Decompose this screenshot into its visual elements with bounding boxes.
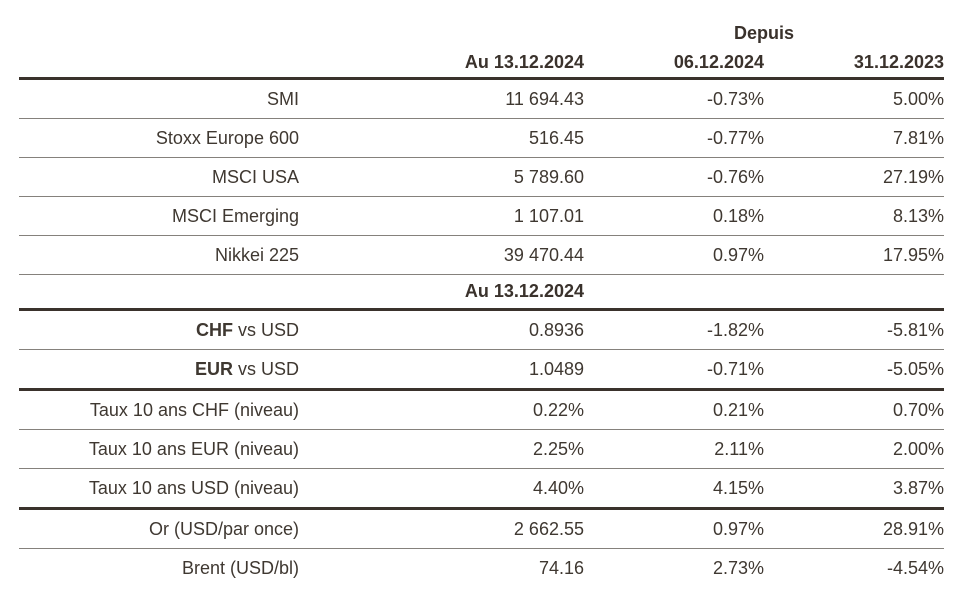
table-row-nikkei: Nikkei 225 39 470.44 0.97% 17.95%	[19, 235, 945, 275]
table-row-msci-usa: MSCI USA 5 789.60 -0.76% 27.19%	[19, 157, 945, 197]
row-change-ytd: -5.81%	[764, 309, 945, 350]
row-change-ytd: 2.00%	[764, 429, 945, 469]
table-row-eur-usd: EUR vs USD 1.0489 -0.71% -5.05%	[19, 349, 945, 391]
empty-cell	[764, 274, 945, 311]
currency-pair-rest: vs USD	[237, 319, 299, 340]
row-label: Nikkei 225	[19, 235, 299, 275]
row-change-week: 0.97%	[584, 508, 764, 549]
table-row-rate-chf: Taux 10 ans CHF (niveau) 0.22% 0.21% 0.7…	[19, 389, 945, 430]
row-change-ytd: -4.54%	[886, 557, 945, 578]
row-change-ytd: 28.91%	[764, 508, 945, 549]
depuis-header: Depuis	[734, 23, 795, 43]
empty-cell	[584, 274, 764, 311]
row-label: Taux 10 ans EUR (niveau)	[19, 429, 299, 469]
row-label: Or (USD/par once)	[19, 508, 299, 549]
row-value: 74.16	[538, 557, 584, 578]
table-row-rate-eur: Taux 10 ans EUR (niveau) 2.25% 2.11% 2.0…	[19, 429, 945, 469]
row-label: Brent (USD/bl)	[181, 557, 299, 578]
row-value: 0.22%	[299, 389, 584, 430]
row-value: 2 662.55	[299, 508, 584, 549]
table-row-stoxx: Stoxx Europe 600 516.45 -0.77% 7.81%	[19, 118, 945, 158]
row-change-week: -1.82%	[584, 309, 764, 350]
row-value: 11 694.43	[299, 78, 584, 119]
source-note: Source: LSEG Datastream	[67, 594, 963, 596]
col-header-ytd: 31.12.2023	[764, 47, 945, 80]
row-value: 5 789.60	[299, 157, 584, 197]
empty-cell	[19, 8, 299, 47]
row-value: 4.40%	[299, 468, 584, 510]
row-change-week: -0.77%	[584, 118, 764, 158]
row-label: MSCI USA	[19, 157, 299, 197]
table-row-chf-usd: CHF vs USD 0.8936 -1.82% -5.81%	[19, 309, 945, 350]
row-label: SMI	[19, 78, 299, 119]
row-label: EUR vs USD	[19, 349, 299, 391]
row-change-ytd: 8.13%	[764, 196, 945, 236]
row-value: 0.8936	[299, 309, 584, 350]
header-row-dates: Au 13.12.2024 06.12.2024 31.12.2023	[19, 47, 945, 80]
currency-pair-rest: vs USD	[237, 358, 299, 379]
row-label: MSCI Emerging	[19, 196, 299, 236]
row-change-week: -0.71%	[584, 349, 764, 391]
row-change-week: 2.11%	[584, 429, 764, 469]
row-change-ytd: 3.87%	[764, 468, 945, 510]
market-data-table: Depuis Au 13.12.2024 06.12.2024 31.12.20…	[19, 8, 945, 588]
row-change-week: 4.15%	[584, 468, 764, 510]
section-header-row: Au 13.12.2024	[19, 274, 945, 311]
empty-cell	[19, 47, 299, 80]
row-change-ytd: 17.95%	[764, 235, 945, 275]
col-header-week: 06.12.2024	[584, 47, 764, 80]
row-change-week: -0.73%	[584, 78, 764, 119]
row-label: CHF vs USD	[19, 309, 299, 350]
row-change-ytd: -5.05%	[764, 349, 945, 391]
row-value: 516.45	[299, 118, 584, 158]
row-change-week: 0.97%	[584, 235, 764, 275]
row-value: 1.0489	[299, 349, 584, 391]
row-value: 2.25%	[299, 429, 584, 469]
row-change-ytd: 5.00%	[764, 78, 945, 119]
table-row-brent: Brent (USD/bl) 74.16 2.73% -4.54%	[19, 549, 944, 588]
market-summary-page: Depuis Au 13.12.2024 06.12.2024 31.12.20…	[0, 8, 963, 596]
currency-code: EUR	[194, 358, 233, 379]
table-row-gold: Or (USD/par once) 2 662.55 0.97% 28.91%	[19, 508, 945, 549]
empty-cell	[299, 8, 584, 47]
section-header-date: Au 13.12.2024	[299, 274, 584, 311]
row-change-week: 0.18%	[584, 196, 764, 236]
empty-cell	[19, 274, 299, 311]
row-change-ytd: 27.19%	[764, 157, 945, 197]
row-label: Stoxx Europe 600	[19, 118, 299, 158]
row-change-week: 0.21%	[584, 389, 764, 430]
table-row-msci-emerging: MSCI Emerging 1 107.01 0.18% 8.13%	[19, 196, 945, 236]
currency-code: CHF	[195, 319, 233, 340]
table-row-smi: SMI 11 694.43 -0.73% 5.00%	[19, 78, 945, 119]
row-label: Taux 10 ans USD (niveau)	[19, 468, 299, 510]
row-value: 1 107.01	[299, 196, 584, 236]
row-change-ytd: 0.70%	[764, 389, 945, 430]
table-row-rate-usd: Taux 10 ans USD (niveau) 4.40% 4.15% 3.8…	[19, 468, 945, 510]
row-label: Taux 10 ans CHF (niveau)	[19, 389, 299, 430]
row-change-week: -0.76%	[584, 157, 764, 197]
row-value: 39 470.44	[299, 235, 584, 275]
header-row-depuis: Depuis	[19, 8, 944, 47]
row-change-ytd: 7.81%	[764, 118, 945, 158]
row-change-week: 2.73%	[712, 557, 764, 578]
col-header-current: Au 13.12.2024	[299, 47, 584, 80]
